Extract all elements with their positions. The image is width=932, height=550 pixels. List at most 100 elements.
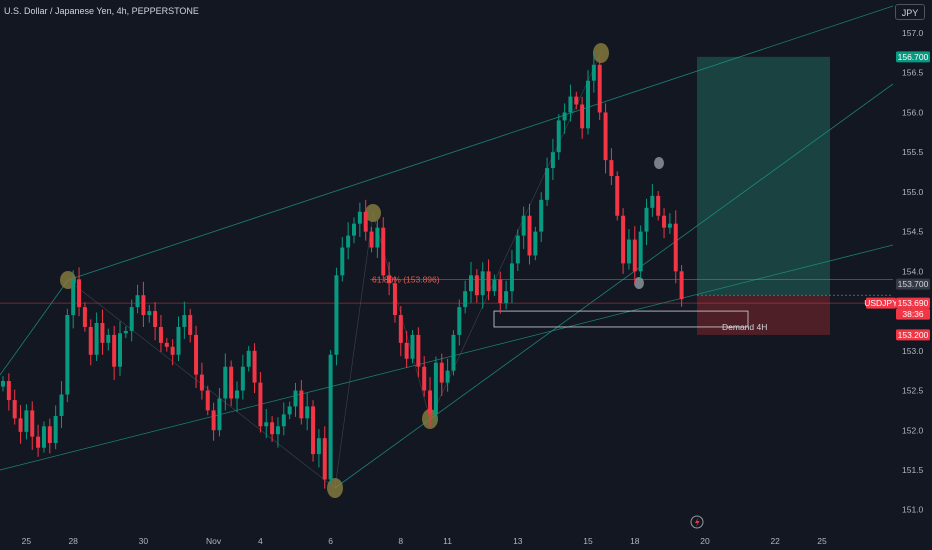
candle-body [644,207,649,232]
candle-98 [574,91,579,110]
y-tick-label-0: 151.0 [902,505,924,515]
candle-105 [615,171,620,221]
candle-45 [264,408,269,439]
currency-button[interactable]: JPY [895,4,925,20]
candle-body [638,231,643,272]
y-tick-label-8: 155.0 [902,187,924,197]
candle-body [100,322,105,343]
candle-72 [422,356,427,397]
candle-body [287,406,292,415]
candle-body [527,215,532,256]
price-axis[interactable]: 151.0151.5152.0152.5153.0153.5154.0154.5… [902,28,924,515]
channel-line-1 [0,244,894,471]
wave-line-1 [334,212,374,489]
candle-96 [562,103,567,134]
candle-body [217,398,222,431]
candle-42 [246,346,251,372]
candle-body [41,426,46,448]
candle-body [18,418,23,432]
candle-60 [352,217,356,244]
y-tick-label-10: 156.0 [902,107,924,117]
candle-body [281,414,286,427]
candle-body [556,120,561,153]
candle-body [533,231,538,256]
x-tick-label-2: 30 [139,536,149,546]
candle-body [305,406,310,419]
candle-30 [176,316,181,361]
lightning-icon[interactable] [690,515,704,529]
candle-73 [428,377,433,427]
candle-1 [6,373,11,411]
candle-body [621,215,626,264]
symbol-tag-bg [866,297,896,309]
y-tick-label-4: 153.0 [902,346,924,356]
candle-body [591,64,596,81]
candle-113 [662,208,667,239]
candle-body [667,223,672,228]
candle-11 [65,308,70,403]
candle-104 [609,148,614,186]
candle-body [135,295,140,308]
candle-58 [340,237,345,282]
candle-body [580,104,585,129]
position-zones [697,56,830,335]
candle-19 [112,325,117,381]
candle-101 [591,51,596,93]
demand-label: Demand 4H [722,322,767,332]
x-tick-label-6: 8 [398,536,403,546]
candle-body [439,362,444,383]
candle-0 [1,376,5,392]
candle-body [94,322,99,355]
candle-body [369,231,374,248]
candle-body [194,334,199,375]
fib-label: 61.80% (153.896) [372,275,440,285]
candles [1,51,684,489]
candle-83 [486,259,491,301]
candle-71 [416,327,421,378]
candle-92 [539,192,544,243]
candle-body [293,390,298,407]
time-axis[interactable]: 25 28 30 Nov 4 6 8 11 13 15 18 20 22 25 [22,536,827,546]
y-tick-label-3: 152.5 [902,386,924,396]
candle-body [299,390,304,419]
candle-102 [597,58,602,121]
candle-body [328,354,333,480]
candle-50 [293,382,298,417]
candle-16 [94,312,99,361]
candle-106 [621,208,626,274]
x-tick-label-5: 6 [328,536,333,546]
candle-body [398,315,403,343]
candle-88 [515,229,520,272]
candle-body [387,275,392,284]
candle-body [246,350,251,367]
candle-body [106,334,111,343]
candle-97 [568,84,573,122]
candle-body [656,195,661,216]
candle-18 [106,328,111,351]
current-price-tag: 153.700 [898,279,929,289]
candle-body [211,410,216,431]
candle-body [480,271,485,296]
pivot-markers [60,43,664,498]
x-tick-label-8: 13 [513,536,523,546]
candle-64 [375,220,380,259]
candle-25 [147,304,152,323]
candle-body [626,239,631,264]
candle-body [334,275,339,355]
candle-28 [164,338,169,352]
candle-body [118,333,122,367]
candle-body [392,283,397,316]
candle-body [316,438,321,455]
candle-body [322,438,327,480]
x-tick-label-10: 18 [630,536,640,546]
candle-55 [322,426,327,489]
candle-body [486,271,491,292]
candle-body [673,223,678,272]
candle-body [123,330,128,334]
candle-body [158,326,163,343]
small-marker-1 [634,277,644,289]
candle-81 [474,269,479,303]
candle-body [504,291,509,304]
